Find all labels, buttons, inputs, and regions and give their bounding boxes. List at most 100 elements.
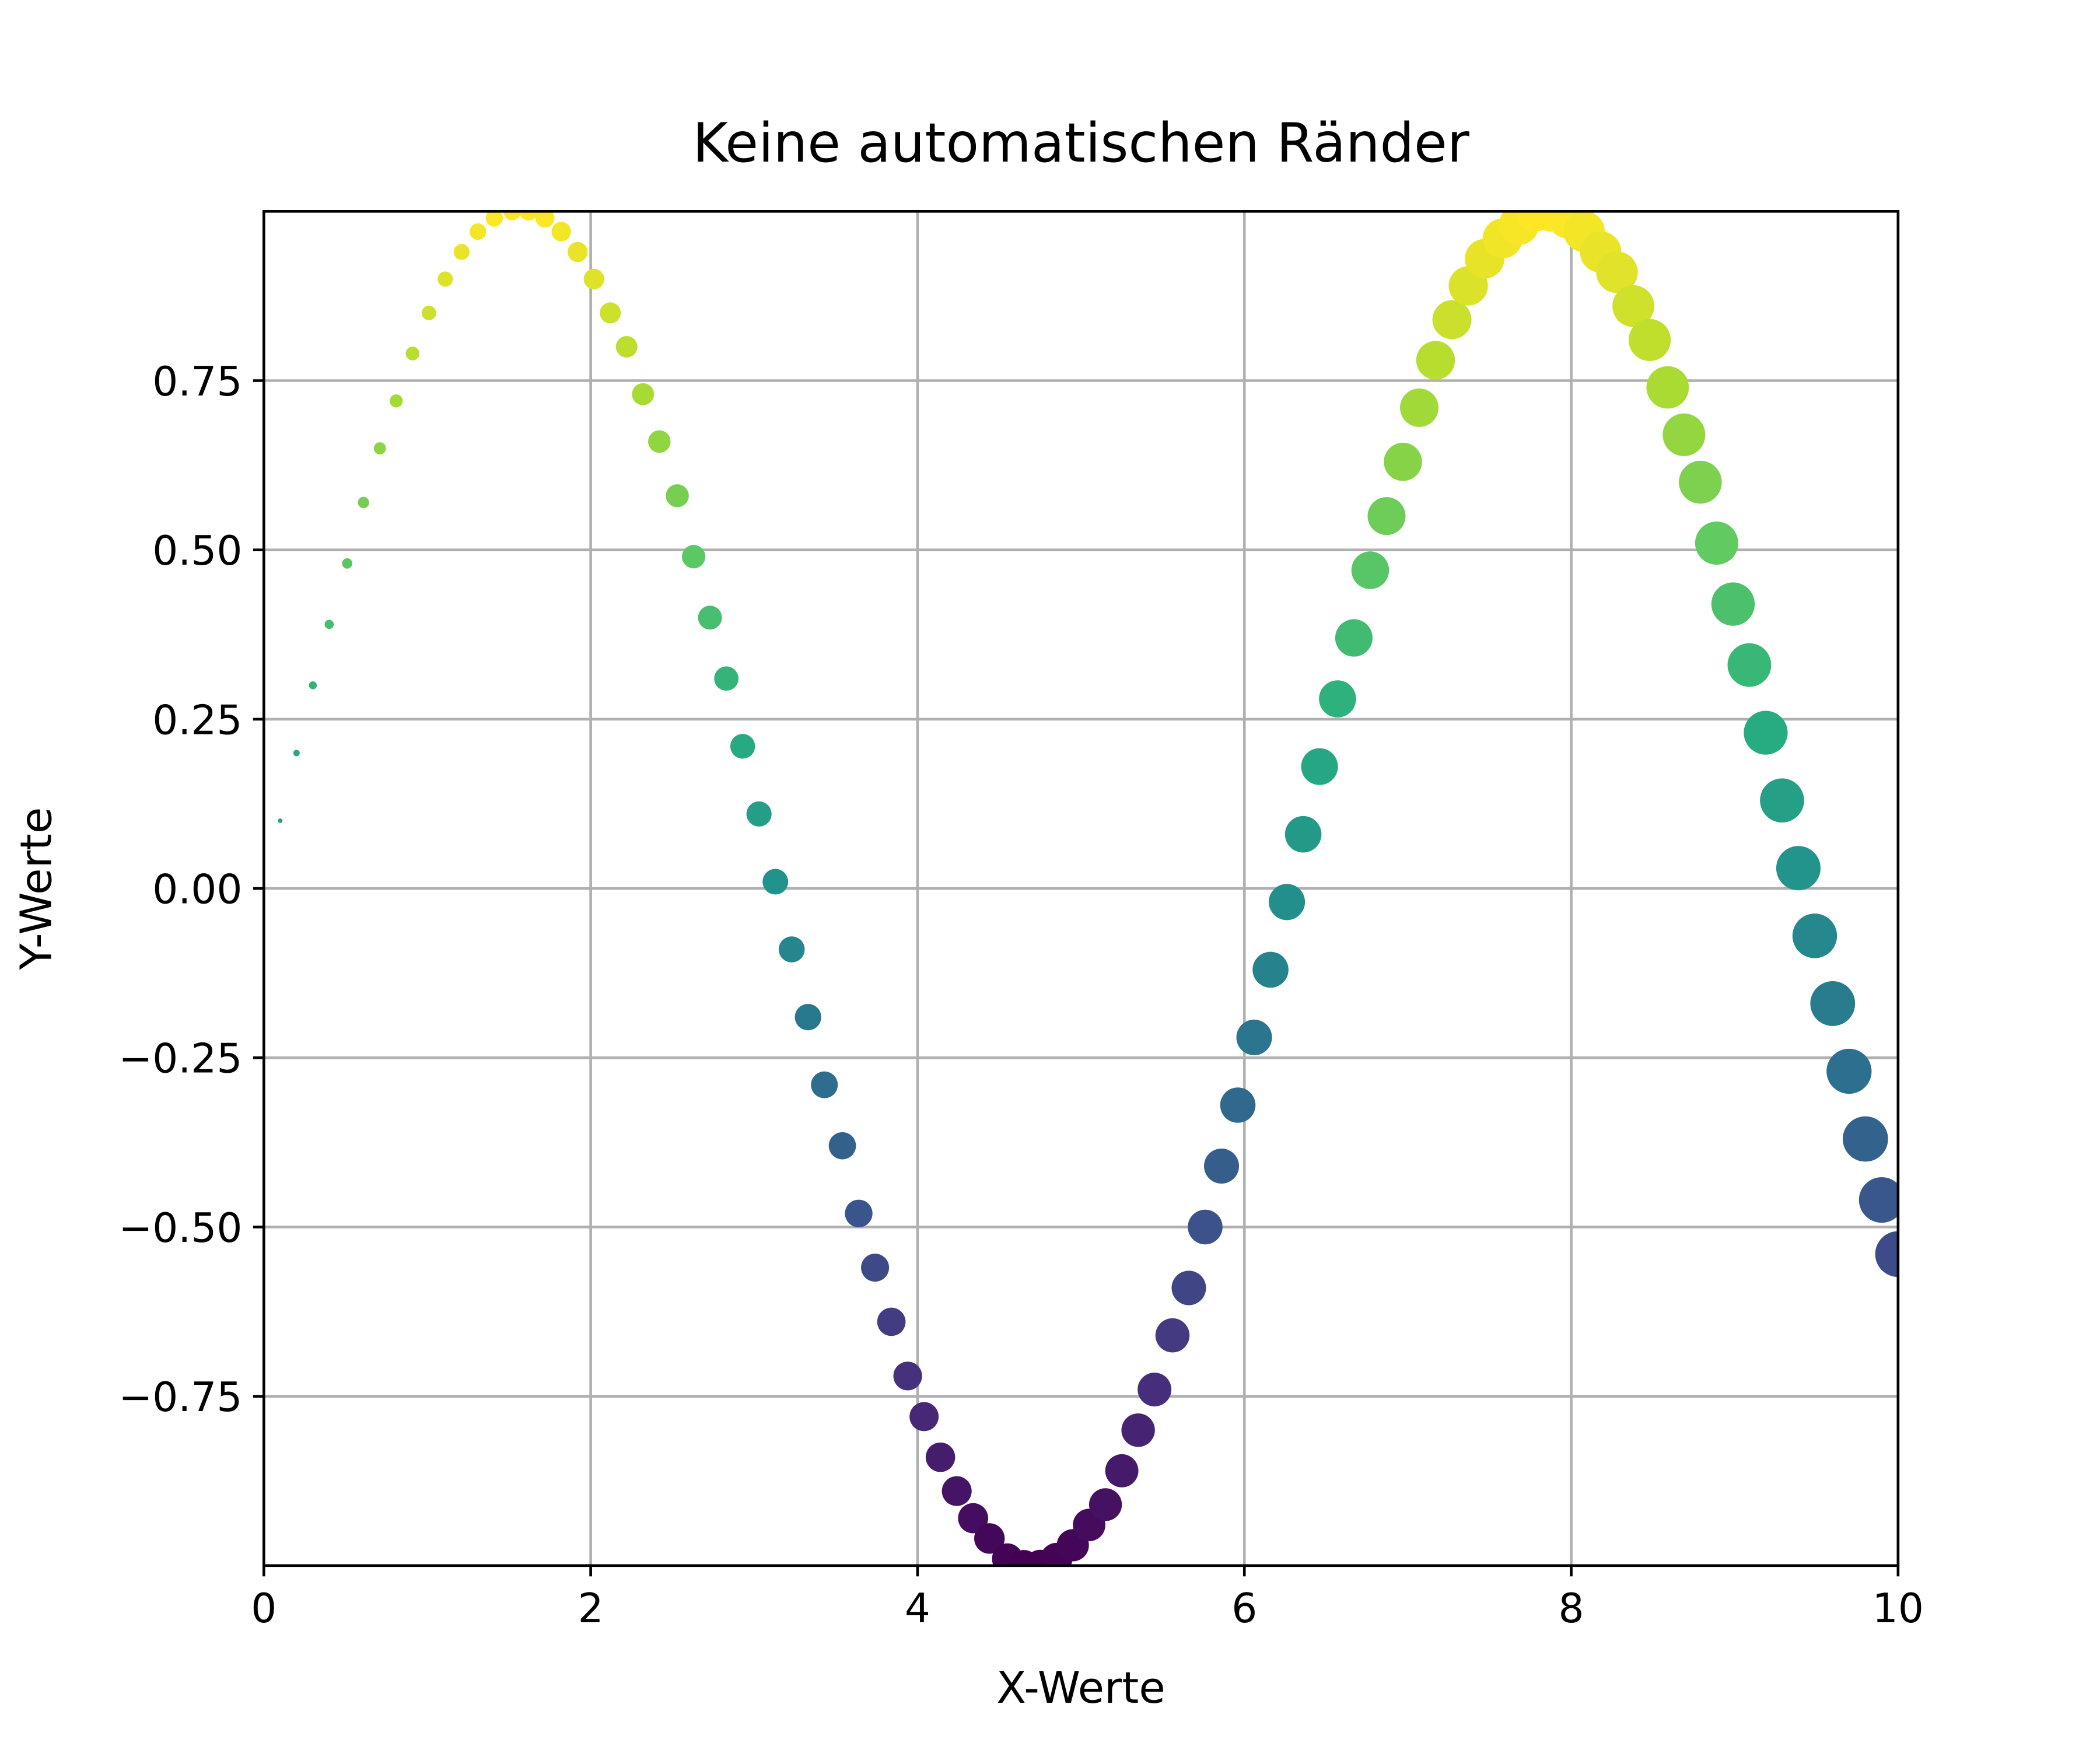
point: [974, 1523, 1005, 1554]
point: [1088, 1488, 1122, 1521]
point: [762, 869, 789, 895]
y-tick-label: 0.75: [152, 359, 242, 405]
point: [1711, 582, 1755, 626]
point: [438, 271, 453, 287]
point: [666, 484, 689, 508]
point: [1416, 341, 1455, 380]
point: [1351, 551, 1390, 589]
point: [1188, 1209, 1223, 1245]
point: [893, 1362, 922, 1391]
point: [324, 620, 334, 629]
point: [1810, 981, 1856, 1026]
point: [342, 558, 353, 569]
point: [1138, 1373, 1172, 1407]
point: [373, 442, 386, 455]
point: [1400, 388, 1438, 427]
point: [405, 346, 420, 360]
point: [794, 1003, 821, 1031]
points: [278, 211, 1898, 1566]
point: [730, 734, 755, 759]
y-tick-label: −0.25: [118, 1036, 242, 1083]
point: [1646, 366, 1689, 409]
point: [1744, 710, 1788, 755]
point: [861, 1254, 890, 1282]
point: [600, 302, 621, 324]
point: [390, 394, 403, 408]
point: [453, 244, 470, 260]
x-tick-label: 8: [1559, 1586, 1584, 1632]
y-tick-label: −0.75: [118, 1374, 242, 1421]
point: [309, 681, 317, 690]
point: [845, 1199, 873, 1227]
point: [1319, 680, 1356, 718]
point: [358, 496, 369, 509]
point: [1105, 1454, 1139, 1488]
point: [1679, 460, 1722, 504]
point: [470, 223, 487, 240]
point: [1826, 1048, 1872, 1094]
point: [925, 1442, 956, 1472]
point: [1695, 522, 1738, 565]
point: [698, 606, 722, 630]
point: [1384, 443, 1422, 481]
point: [1776, 846, 1821, 891]
point: [1628, 318, 1671, 361]
point: [909, 1402, 939, 1432]
point: [1875, 1231, 1898, 1278]
y-tick-label: 0.25: [152, 697, 242, 744]
point: [1252, 951, 1289, 988]
point: [714, 666, 739, 691]
x-tick-label: 4: [905, 1586, 930, 1632]
point: [1171, 1270, 1206, 1306]
point: [1155, 1318, 1190, 1353]
y-tick-label: −0.50: [118, 1205, 242, 1252]
point: [1859, 1177, 1898, 1223]
y-axis-label: Y-Werte: [12, 807, 62, 971]
point: [811, 1071, 838, 1098]
point: [1284, 816, 1322, 853]
point: [1612, 285, 1654, 327]
point: [1760, 778, 1804, 822]
point: [1335, 619, 1373, 657]
point: [519, 211, 538, 221]
x-tick-label: 10: [1873, 1586, 1924, 1632]
point: [1236, 1019, 1272, 1055]
point: [778, 936, 805, 963]
point: [1269, 884, 1306, 921]
point: [1596, 251, 1638, 293]
point: [1220, 1087, 1256, 1123]
point: [1662, 413, 1706, 456]
point: [828, 1132, 856, 1160]
point: [421, 305, 436, 320]
x-tick-label: 0: [251, 1586, 276, 1632]
point: [1203, 1148, 1240, 1184]
point: [958, 1503, 989, 1534]
point: [1842, 1116, 1888, 1162]
point: [615, 335, 638, 358]
point: [1792, 914, 1838, 958]
y-tick-label: 0.00: [152, 866, 242, 913]
point: [1301, 748, 1338, 785]
point: [877, 1307, 906, 1336]
grid: [262, 211, 1900, 1566]
point: [681, 545, 706, 569]
ticks: 0 2 4 6 8 10 −0.75 −0.50 −0.25 0.00 0.25 0.50 0.75: [118, 359, 1924, 1632]
point: [1121, 1413, 1155, 1447]
point: [293, 750, 300, 757]
point: [583, 268, 604, 290]
point: [746, 801, 772, 827]
point: [1367, 497, 1406, 536]
x-tick-label: 2: [578, 1586, 604, 1632]
x-axis-label: X-Werte: [996, 1663, 1165, 1713]
y-tick-label: 0.50: [152, 528, 242, 575]
point: [551, 222, 571, 242]
point: [648, 430, 671, 453]
point: [278, 818, 283, 823]
point: [942, 1476, 972, 1506]
point: [632, 383, 654, 405]
point: [485, 211, 503, 227]
point: [535, 211, 555, 228]
